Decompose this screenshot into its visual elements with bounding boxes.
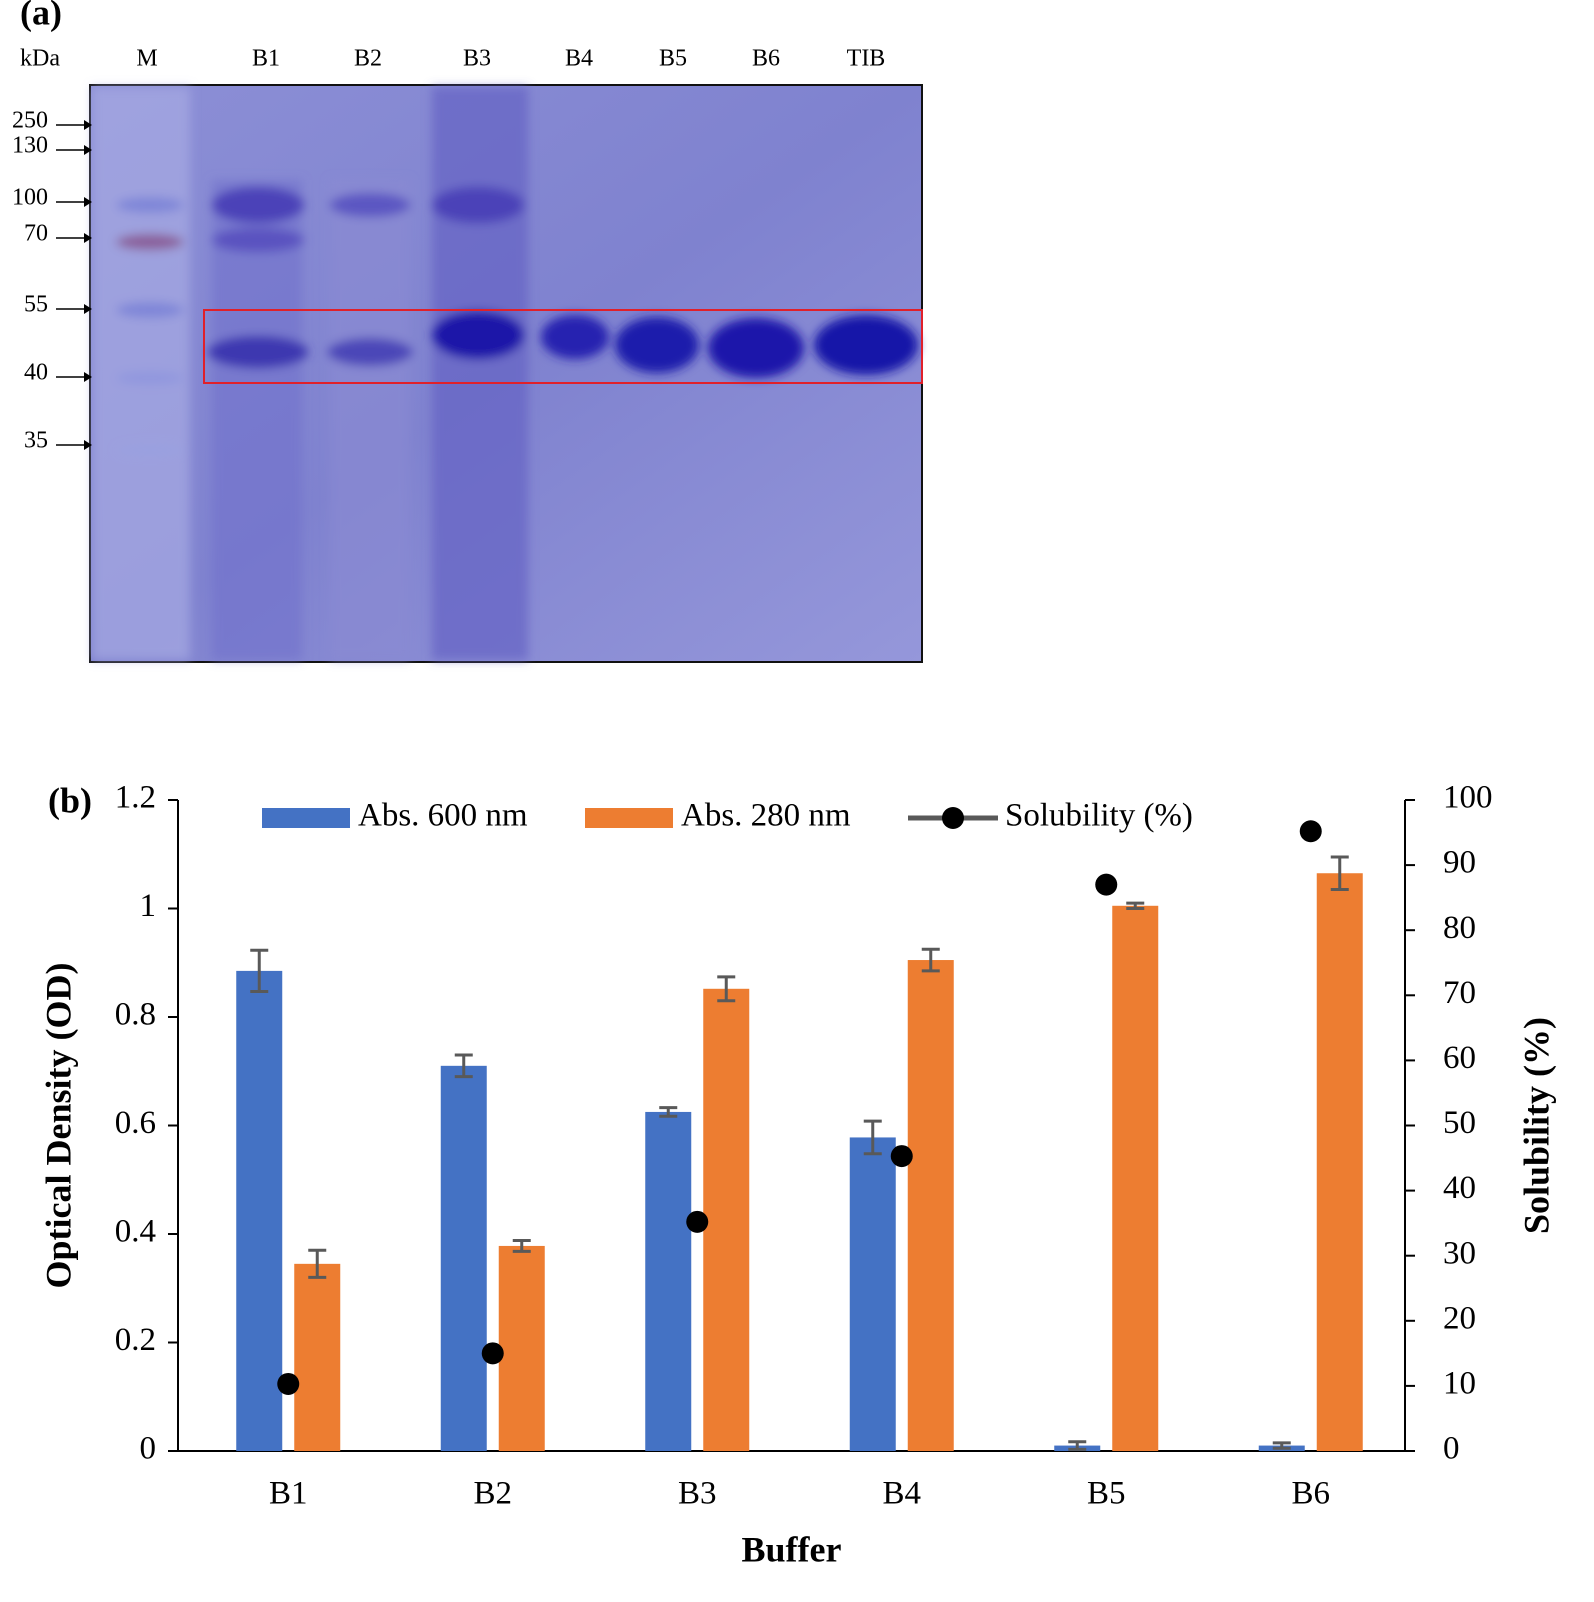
y2-tick-label: 90: [1443, 845, 1476, 881]
error-bar: [250, 948, 269, 994]
lane-label: B6: [752, 46, 780, 72]
y2-tick-label: 10: [1443, 1365, 1476, 1401]
gel-image: [89, 84, 923, 663]
bar: [907, 960, 954, 1451]
bar: [236, 970, 283, 1451]
bar: [1112, 905, 1159, 1451]
panel-label: (b): [48, 780, 92, 820]
x-tick-label: B1: [269, 1476, 308, 1512]
unit-label: kDa: [20, 46, 60, 72]
x-tick-label: B5: [1087, 1476, 1126, 1512]
y-tick-label: 0.8: [115, 997, 156, 1033]
lane-label: B5: [659, 46, 687, 72]
error-bar: [1126, 901, 1145, 910]
bar: [703, 988, 750, 1451]
bar: [1316, 873, 1363, 1451]
marker-label: 100: [12, 185, 48, 211]
marker-arrowhead: [84, 372, 92, 382]
line-marker: [1299, 820, 1322, 843]
legend-swatch: [262, 808, 350, 828]
x-tick-label: B4: [882, 1476, 921, 1512]
y-tick-label: 0.6: [115, 1105, 156, 1141]
y-axis-title: Optical Density (OD): [38, 963, 78, 1289]
y2-tick-label: 100: [1443, 780, 1493, 816]
x-tick-label: B2: [473, 1476, 512, 1512]
legend-label: Abs. 600 nm: [358, 798, 528, 834]
y-tick-label: 1: [140, 888, 157, 924]
line-marker: [890, 1145, 913, 1168]
gel-bands: [92, 87, 918, 660]
error-bar: [921, 947, 940, 973]
bar: [849, 1137, 896, 1451]
y2-tick-label: 60: [1443, 1040, 1476, 1076]
y2-tick-label: 40: [1443, 1170, 1476, 1206]
marker-arrowhead: [84, 440, 92, 450]
marker-arrowhead: [84, 233, 92, 243]
marker-label: 130: [12, 133, 48, 159]
line-marker: [481, 1342, 504, 1365]
bar: [645, 1111, 692, 1451]
bar: [294, 1263, 341, 1451]
marker-label: 35: [24, 428, 48, 454]
y2-tick-label: 70: [1443, 975, 1476, 1011]
legend-label: Abs. 280 nm: [681, 798, 851, 834]
y2-tick-label: 50: [1443, 1105, 1476, 1141]
marker-arrowhead: [84, 120, 92, 130]
marker-arrowhead: [84, 145, 92, 155]
marker-label: 70: [24, 221, 48, 247]
y-tick-label: 1.2: [115, 780, 156, 816]
legend-label: Solubility (%): [1005, 798, 1193, 834]
lane-label: B4: [565, 46, 593, 72]
y2-axis-title: Solubility (%): [1516, 1017, 1556, 1234]
error-bar: [1330, 855, 1349, 892]
lane-label: B1: [252, 46, 280, 72]
line-marker: [1095, 873, 1118, 896]
y2-tick-label: 0: [1443, 1431, 1460, 1467]
legend-swatch: [585, 808, 673, 828]
error-bar: [659, 1106, 678, 1118]
marker-label: 250: [12, 108, 48, 134]
y2-tick-label: 30: [1443, 1235, 1476, 1271]
marker-label: 55: [24, 292, 48, 318]
lane-label: M: [136, 46, 157, 72]
x-tick-label: B3: [678, 1476, 717, 1512]
error-bar: [308, 1248, 327, 1279]
error-bar: [454, 1053, 473, 1079]
error-bar: [512, 1239, 531, 1253]
y-tick-label: 0.4: [115, 1214, 156, 1250]
marker-arrowhead: [84, 197, 92, 207]
line-marker: [686, 1210, 709, 1233]
bar: [498, 1245, 545, 1451]
marker-arrowhead: [84, 304, 92, 314]
error-bar: [863, 1119, 882, 1156]
legend-swatch: [942, 807, 964, 829]
error-bar: [1272, 1441, 1291, 1450]
y2-tick-label: 20: [1443, 1300, 1476, 1336]
y-tick-label: 0.2: [115, 1322, 156, 1358]
y-tick-label: 0: [140, 1431, 157, 1467]
highlight-box: [203, 309, 923, 384]
lane-label: TIB: [847, 46, 886, 72]
error-bar: [1068, 1440, 1087, 1451]
line-marker: [277, 1372, 300, 1395]
y2-tick-label: 80: [1443, 910, 1476, 946]
error-bar: [717, 975, 736, 1003]
panel-label: (a): [20, 0, 62, 32]
lane-label: B2: [354, 46, 382, 72]
marker-label: 40: [24, 360, 48, 386]
x-axis-title: Buffer: [742, 1529, 842, 1569]
x-tick-label: B6: [1291, 1476, 1330, 1512]
lane-label: B3: [463, 46, 491, 72]
bar: [440, 1065, 487, 1451]
